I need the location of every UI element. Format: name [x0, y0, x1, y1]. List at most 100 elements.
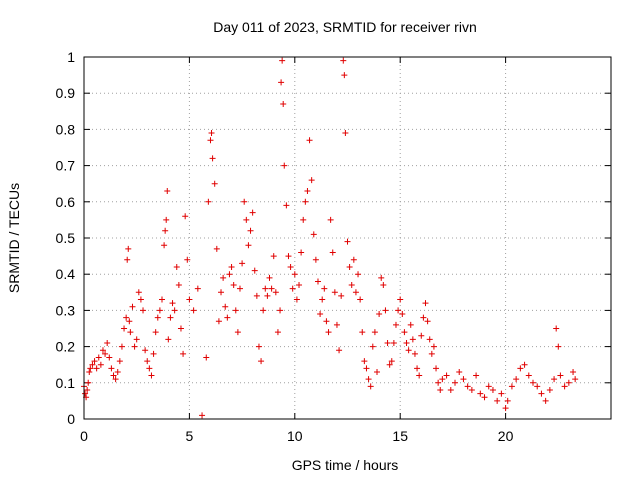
data-point [270, 253, 277, 260]
data-point [494, 397, 501, 404]
data-point [481, 394, 488, 401]
data-point [251, 267, 258, 274]
data-point [116, 358, 123, 365]
data-point [424, 318, 431, 325]
data-point [346, 263, 353, 270]
data-point [281, 162, 288, 169]
data-point [199, 412, 206, 419]
data-point [220, 274, 227, 281]
data-point [399, 311, 406, 318]
data-point [300, 216, 307, 223]
data-point [468, 387, 475, 394]
data-point [161, 242, 168, 249]
data-point [341, 72, 348, 79]
data-point [551, 376, 558, 383]
data-point [272, 289, 279, 296]
data-point [236, 285, 243, 292]
y-tick-label: 0 [67, 411, 75, 427]
data-point [175, 282, 182, 289]
data-point [165, 336, 172, 343]
data-point [342, 130, 349, 137]
data-point [327, 216, 334, 223]
data-point [447, 387, 454, 394]
ticks: 00.10.20.30.40.50.60.70.80.910 5 10 15 20 [56, 49, 611, 444]
data-point [296, 282, 303, 289]
data-point [392, 321, 399, 328]
data-point [340, 57, 347, 64]
data-point [173, 263, 180, 270]
data-point [268, 285, 275, 292]
data-point [186, 296, 193, 303]
data-point [355, 271, 362, 278]
data-point [180, 350, 187, 357]
data-point [266, 274, 273, 281]
data-point [422, 300, 429, 307]
data-point [570, 368, 577, 375]
data-point [228, 263, 235, 270]
data-point [546, 387, 553, 394]
data-point [93, 365, 100, 372]
y-tick-label: 0.2 [56, 339, 76, 355]
data-point [336, 347, 343, 354]
y-tick-label: 0.5 [56, 230, 76, 246]
data-point [230, 282, 237, 289]
data-point [239, 260, 246, 267]
data-point [565, 379, 572, 386]
data-point [194, 285, 201, 292]
data-point [411, 350, 418, 357]
y-axis-title: SRMTID / TECUs [6, 183, 22, 293]
data-point [338, 292, 345, 299]
data-point [435, 379, 442, 386]
data-point [249, 209, 256, 216]
y-tick-label: 0.7 [56, 158, 76, 174]
data-point [489, 387, 496, 394]
data-point [85, 379, 92, 386]
data-point [131, 343, 138, 350]
data-point [321, 285, 328, 292]
data-marks [81, 57, 579, 419]
data-point [129, 303, 136, 310]
data-point [534, 383, 541, 390]
data-point [110, 372, 117, 379]
data-point [184, 256, 191, 263]
data-point [374, 368, 381, 375]
data-point [352, 289, 359, 296]
data-point [380, 282, 387, 289]
data-point [241, 198, 248, 205]
data-point [84, 387, 91, 394]
chart-title: Day 011 of 2023, SRMTID for receiver riv… [213, 19, 477, 35]
data-point [203, 354, 210, 361]
x-tick-label: 0 [80, 428, 88, 444]
data-point [123, 314, 130, 321]
data-point [156, 307, 163, 314]
data-point [561, 383, 568, 390]
data-point [158, 296, 165, 303]
data-point [291, 271, 298, 278]
data-point [325, 329, 332, 336]
y-tick-label: 0.3 [56, 302, 76, 318]
data-point [285, 253, 292, 260]
data-point [152, 329, 159, 336]
data-point [572, 376, 579, 383]
data-point [213, 245, 220, 252]
data-point [538, 390, 545, 397]
data-point [456, 368, 463, 375]
data-point [361, 358, 368, 365]
data-point [485, 383, 492, 390]
data-point [215, 318, 222, 325]
data-point [127, 329, 134, 336]
data-point [207, 137, 214, 144]
data-point [287, 263, 294, 270]
data-point [190, 307, 197, 314]
data-point [283, 202, 290, 209]
data-point [163, 216, 170, 223]
data-point [164, 187, 171, 194]
data-point [306, 137, 313, 144]
data-point [124, 256, 131, 263]
data-point [460, 376, 467, 383]
data-point [118, 343, 125, 350]
data-point [274, 329, 281, 336]
data-point [557, 372, 564, 379]
data-point [258, 358, 265, 365]
data-point [517, 365, 524, 372]
